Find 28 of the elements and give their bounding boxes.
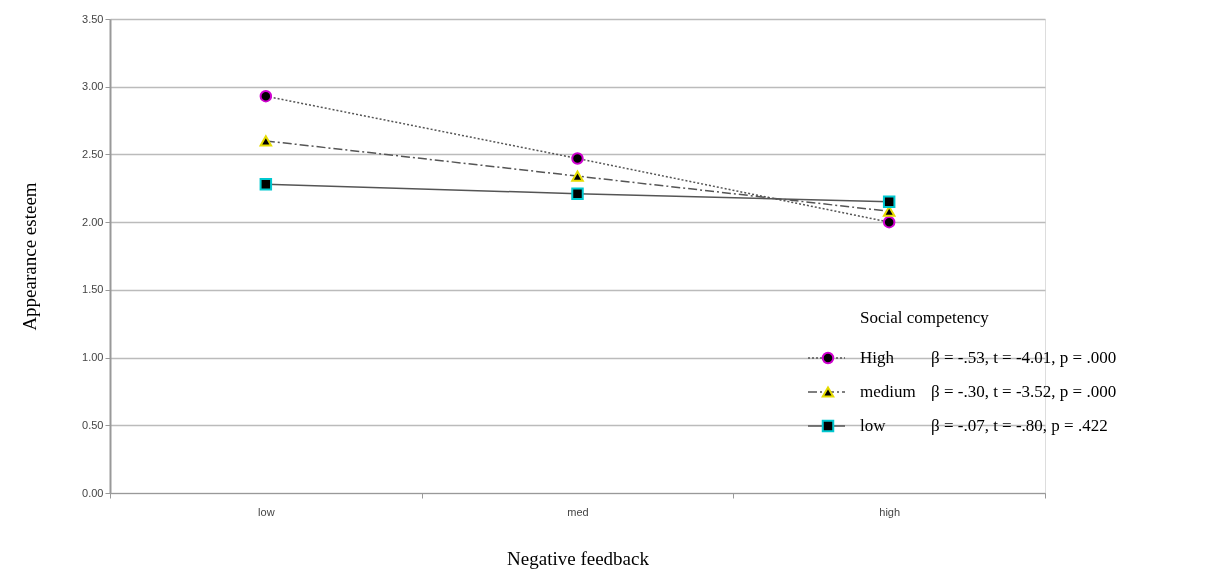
annotation: β = -.53, t = -4.01, p = .000 <box>931 348 1117 367</box>
y-tick-label: 0.00 <box>82 486 104 499</box>
point <box>571 187 584 200</box>
x-tick-label: high <box>879 505 901 518</box>
y-tick-label: 2.00 <box>82 215 104 228</box>
point <box>571 170 584 182</box>
point <box>882 195 896 209</box>
point <box>259 89 273 103</box>
annotation: β = -.30, t = -3.52, p = .000 <box>931 382 1117 401</box>
x-axis-title: Negative feedback <box>507 547 650 569</box>
legend-label: low <box>860 416 887 435</box>
y-axis-title: Appearance esteem <box>19 182 41 331</box>
y-tick-label: 0.50 <box>82 418 104 431</box>
legend-title: Social competency <box>860 308 990 327</box>
point <box>882 215 896 229</box>
x-tick-label: med <box>567 505 589 518</box>
x-tick-label: low <box>258 505 275 518</box>
point <box>571 152 584 165</box>
legend-label: medium <box>860 382 916 401</box>
y-tick-label: 1.00 <box>82 351 104 364</box>
legend-label: High <box>860 348 895 367</box>
y-tick-label: 3.00 <box>82 80 104 93</box>
y-tick-label: 2.50 <box>82 147 104 160</box>
point <box>259 135 273 147</box>
y-tick-label: 3.50 <box>82 12 104 25</box>
point <box>259 177 273 191</box>
annotation: β = -.07, t = -.80, p = .422 <box>931 416 1108 435</box>
y-tick-label: 1.50 <box>82 283 104 296</box>
